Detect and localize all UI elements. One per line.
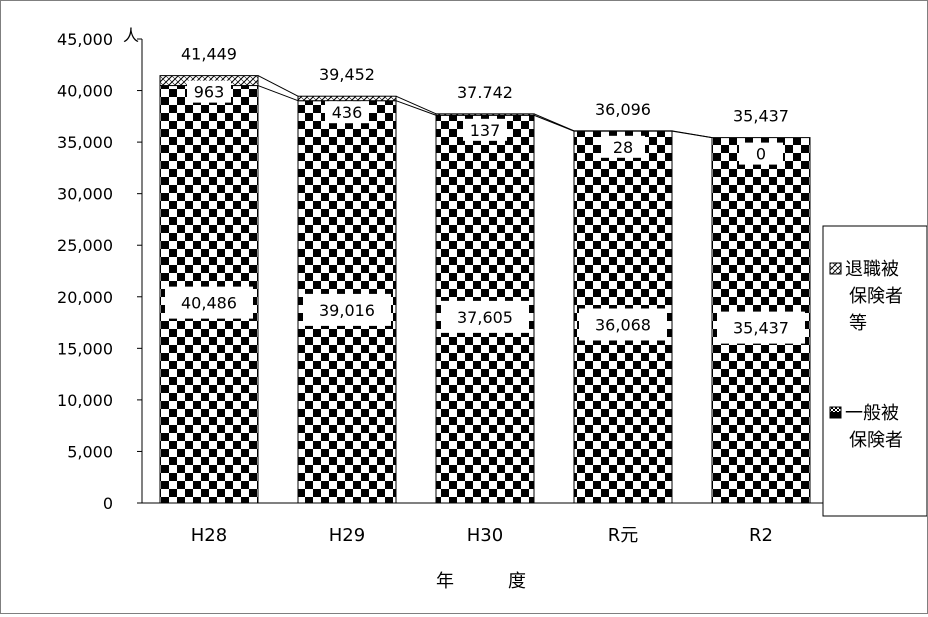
data-label-general: 39,016 xyxy=(319,301,375,320)
y-tick-label: 5,000 xyxy=(67,442,113,461)
y-axis-ticks: 0 5,000 10,000 15,000 20,000 25,000 30,000 35,0… xyxy=(57,30,142,513)
x-tick-label: R元 xyxy=(608,525,639,546)
connector-general xyxy=(396,101,436,116)
connector-general xyxy=(534,115,574,131)
data-label-total: 41,449 xyxy=(181,45,237,64)
x-tick-label: H29 xyxy=(329,525,365,546)
connector-general xyxy=(672,131,712,138)
data-label-retired: 963 xyxy=(194,83,225,102)
y-tick-label: 40,000 xyxy=(57,82,113,101)
bar-retired-H30 xyxy=(436,114,534,115)
data-label-general: 40,486 xyxy=(181,294,237,313)
data-label-total: 37.742 xyxy=(457,83,513,102)
data-label-total: 36,096 xyxy=(595,100,651,119)
x-axis-categories: H28 H29 H30 R元 R2 xyxy=(191,525,773,546)
y-axis-unit: 人 xyxy=(123,26,139,45)
legend-label: 等 xyxy=(849,313,867,334)
y-tick-label: 45,000 xyxy=(57,30,113,49)
legend-swatch xyxy=(830,263,841,274)
legend-label: 保険者 xyxy=(849,430,903,451)
legend-swatch-fill xyxy=(830,412,841,418)
connector-total xyxy=(396,96,436,114)
y-tick-label: 0 xyxy=(103,494,113,513)
legend-label: 一般被 xyxy=(845,403,899,424)
data-label-retired: 436 xyxy=(332,103,363,122)
data-label-retired: 0 xyxy=(756,145,766,164)
data-label-total: 35,437 xyxy=(733,107,789,126)
y-tick-label: 10,000 xyxy=(57,391,113,410)
data-label-general: 35,437 xyxy=(733,319,789,338)
x-tick-label: H30 xyxy=(467,525,503,546)
data-label-total: 39,452 xyxy=(319,65,375,84)
bar-retired-H29 xyxy=(298,96,396,100)
data-label-general: 37,605 xyxy=(457,308,513,327)
y-tick-label: 35,000 xyxy=(57,133,113,152)
data-label-retired: 137 xyxy=(470,121,501,140)
y-tick-label: 30,000 xyxy=(57,185,113,204)
y-tick-label: 15,000 xyxy=(57,339,113,358)
legend-label: 保険者 xyxy=(849,286,903,307)
x-axis-label: 年 度 xyxy=(436,571,526,592)
y-tick-label: 20,000 xyxy=(57,288,113,307)
x-tick-label: R2 xyxy=(749,525,773,546)
y-tick-label: 25,000 xyxy=(57,236,113,255)
legend-label: 退職被 xyxy=(845,259,899,280)
x-tick-label: H28 xyxy=(191,525,227,546)
data-label-general: 36,068 xyxy=(595,315,651,334)
data-label-retired: 28 xyxy=(613,138,633,157)
